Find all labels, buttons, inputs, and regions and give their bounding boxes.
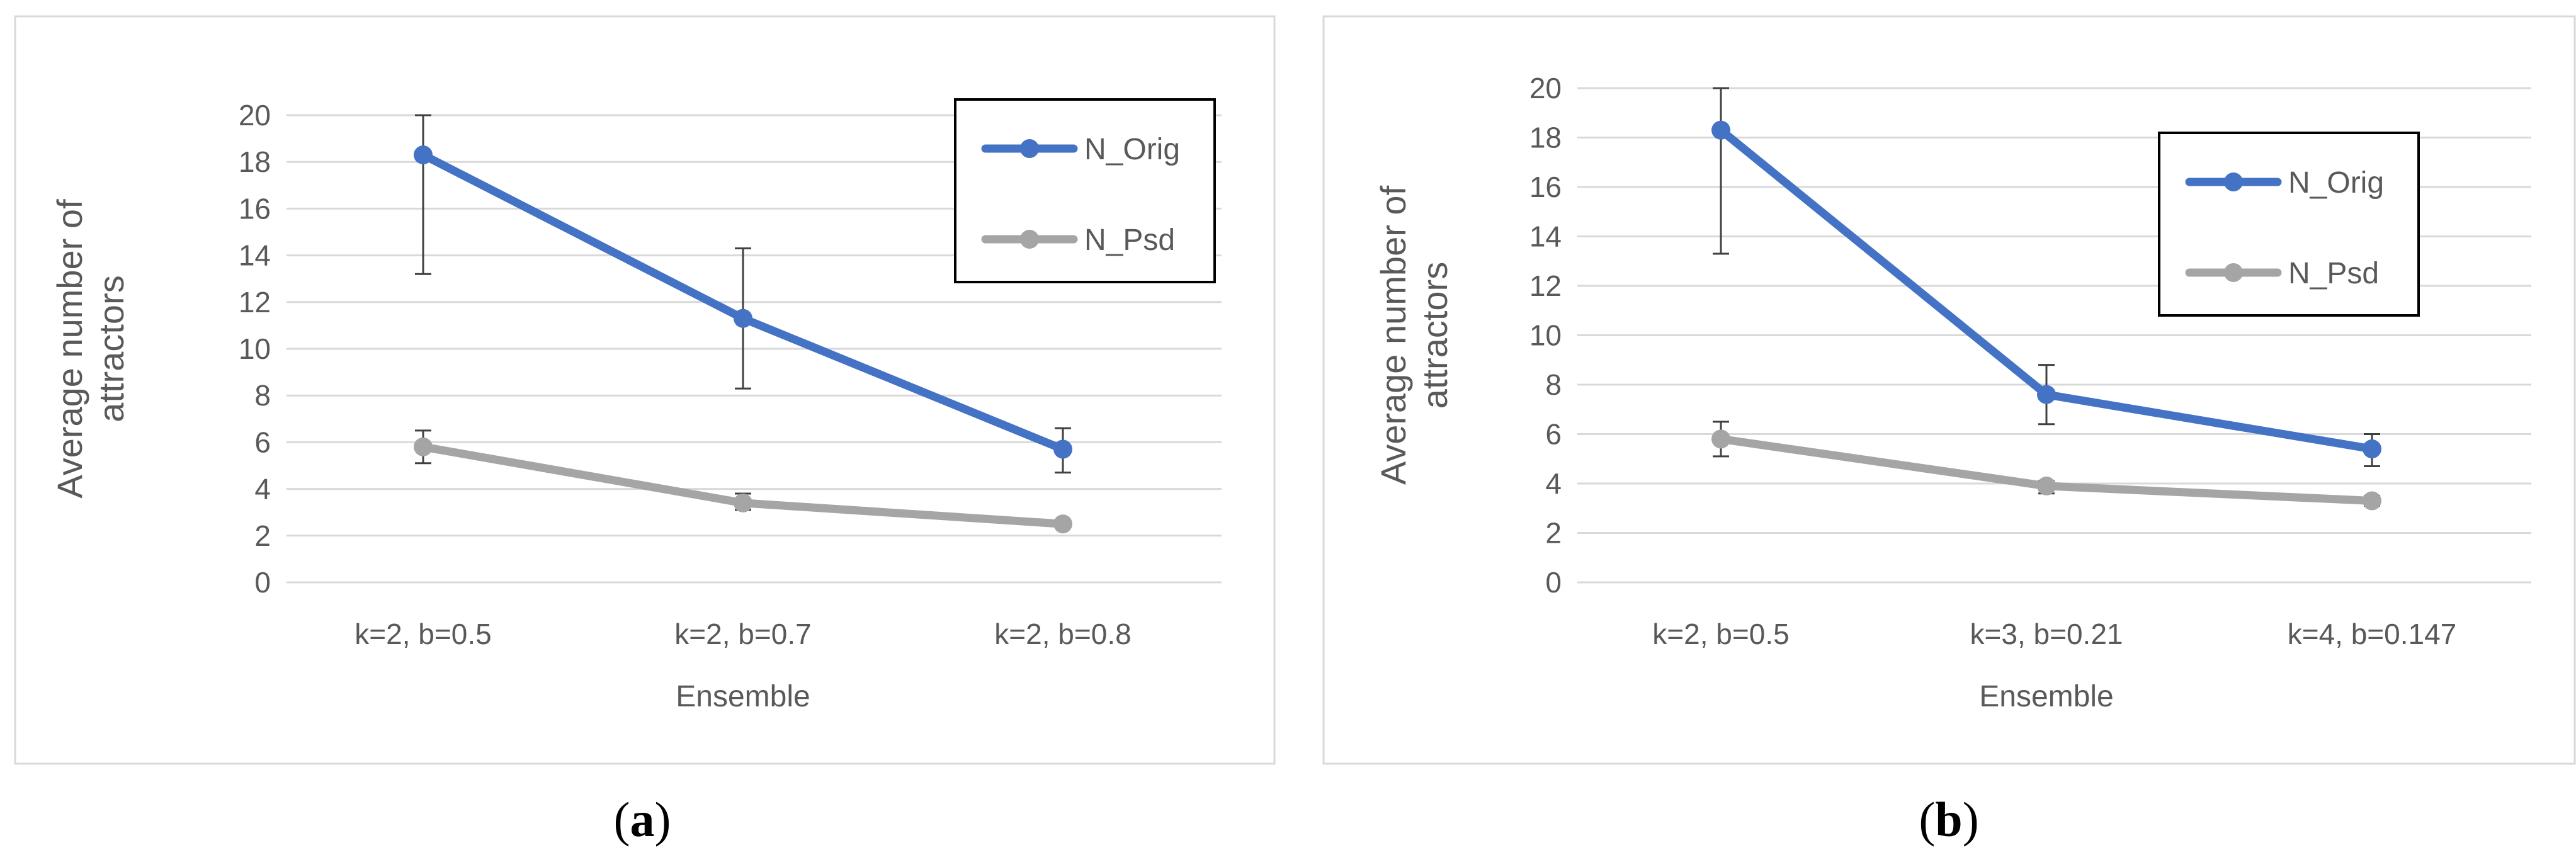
data-point-n-psd [734,493,752,512]
y-tick-label: 14 [1529,220,1562,253]
legend-label: N_Psd [1084,223,1175,257]
x-axis-title: Ensemble [1979,680,2113,713]
y-tick-label: 14 [239,239,271,272]
caption-b-label: b [1935,792,1962,847]
y-tick-label: 10 [239,332,271,365]
y-tick-label: 6 [1545,418,1562,451]
data-point-n-orig [2363,439,2381,459]
caption-a-label: a [630,792,655,847]
legend-label: N_Psd [2288,257,2379,290]
legend-box [2158,132,2420,317]
x-tick-label: k=4, b=0.147 [2288,618,2457,650]
caption-a: (a) [614,792,671,847]
legend-swatch-marker [2224,173,2243,191]
y-tick-label: 10 [1529,319,1562,352]
y-axis-title: Average number ofattractors [1373,185,1455,485]
data-point-n-psd [1053,514,1072,534]
y-tick-label: 8 [1545,368,1562,401]
y-axis-title-line: attractors [1415,262,1455,409]
y-tick-label: 16 [239,192,271,225]
data-point-n-orig [414,145,433,165]
panel-b-frame [1322,15,2576,765]
legend-swatch-marker [2224,263,2243,282]
y-axis-title-line: Average number of [50,199,89,499]
x-axis-title: Ensemble [676,680,810,713]
y-tick-label: 8 [254,379,271,412]
data-point-n-orig [2037,385,2056,404]
x-tick-label: k=2, b=0.7 [674,618,811,650]
y-axis-title-line: Average number of [1373,185,1413,485]
y-tick-label: 12 [1529,269,1562,302]
y-axis-title: Average number ofattractors [50,199,131,499]
data-point-n-psd [414,437,433,456]
legend-swatch-marker [1020,230,1039,249]
y-tick-label: 18 [239,145,271,178]
data-point-n-psd [2037,476,2056,495]
x-tick-label: k=2, b=0.5 [355,618,491,650]
data-point-n-orig [1711,120,1730,140]
panel-b-chart: 0 2 4 6 8 10 12 14 16 18 20 k=2, b=0.5 k=3, b=0.21 k=… [1373,72,2531,713]
data-point-n-psd [2363,491,2381,511]
x-tick-label: k=3, b=0.21 [1970,618,2123,650]
y-tick-label: 0 [1545,566,1562,599]
legend-swatch-marker [1020,139,1039,158]
y-tick-label: 12 [239,286,271,319]
data-point-n-orig [734,308,752,328]
y-tick-label: 16 [1529,171,1562,203]
data-point-n-orig [1053,439,1072,459]
y-axis-title-line: attractors [91,275,131,422]
y-tick-label: 4 [254,473,271,506]
data-point-n-psd [1711,429,1730,449]
y-tick-label: 2 [254,519,271,552]
caption-b: (b) [1919,792,1978,847]
y-tick-label: 18 [1529,122,1562,154]
x-tick-label: k=2, b=0.8 [994,618,1131,650]
legend-label: N_Orig [2288,166,2384,200]
y-tick-label: 4 [1545,467,1562,500]
legend-box [954,98,1216,283]
panel-a-chart: 0 2 4 6 8 10 12 14 16 18 20 k=2, b=0.5 k=2, b=0.7 k=2… [50,98,1222,713]
y-tick-label: 0 [254,566,271,599]
y-tick-label: 20 [1529,72,1562,105]
y-tick-label: 20 [239,99,271,132]
y-tick-label: 2 [1545,517,1562,550]
y-tick-label: 6 [254,426,271,458]
legend-label: N_Orig [1084,133,1180,166]
x-tick-label: k=2, b=0.5 [1652,618,1789,650]
